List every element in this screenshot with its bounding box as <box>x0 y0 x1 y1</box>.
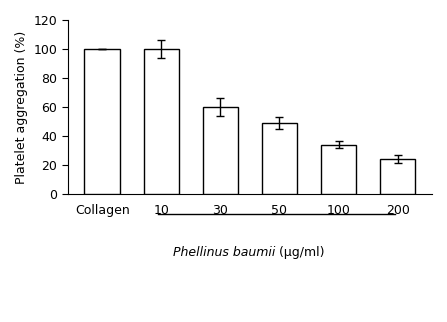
Text: Phellinus baumii: Phellinus baumii <box>173 246 275 259</box>
Bar <box>321 145 356 194</box>
Bar <box>380 159 415 194</box>
Bar <box>143 49 179 194</box>
Bar <box>202 107 238 194</box>
Y-axis label: Platelet aggregation (%): Platelet aggregation (%) <box>15 30 28 184</box>
Text: (μg/ml): (μg/ml) <box>275 246 325 259</box>
Bar <box>84 49 120 194</box>
Bar <box>262 123 297 194</box>
